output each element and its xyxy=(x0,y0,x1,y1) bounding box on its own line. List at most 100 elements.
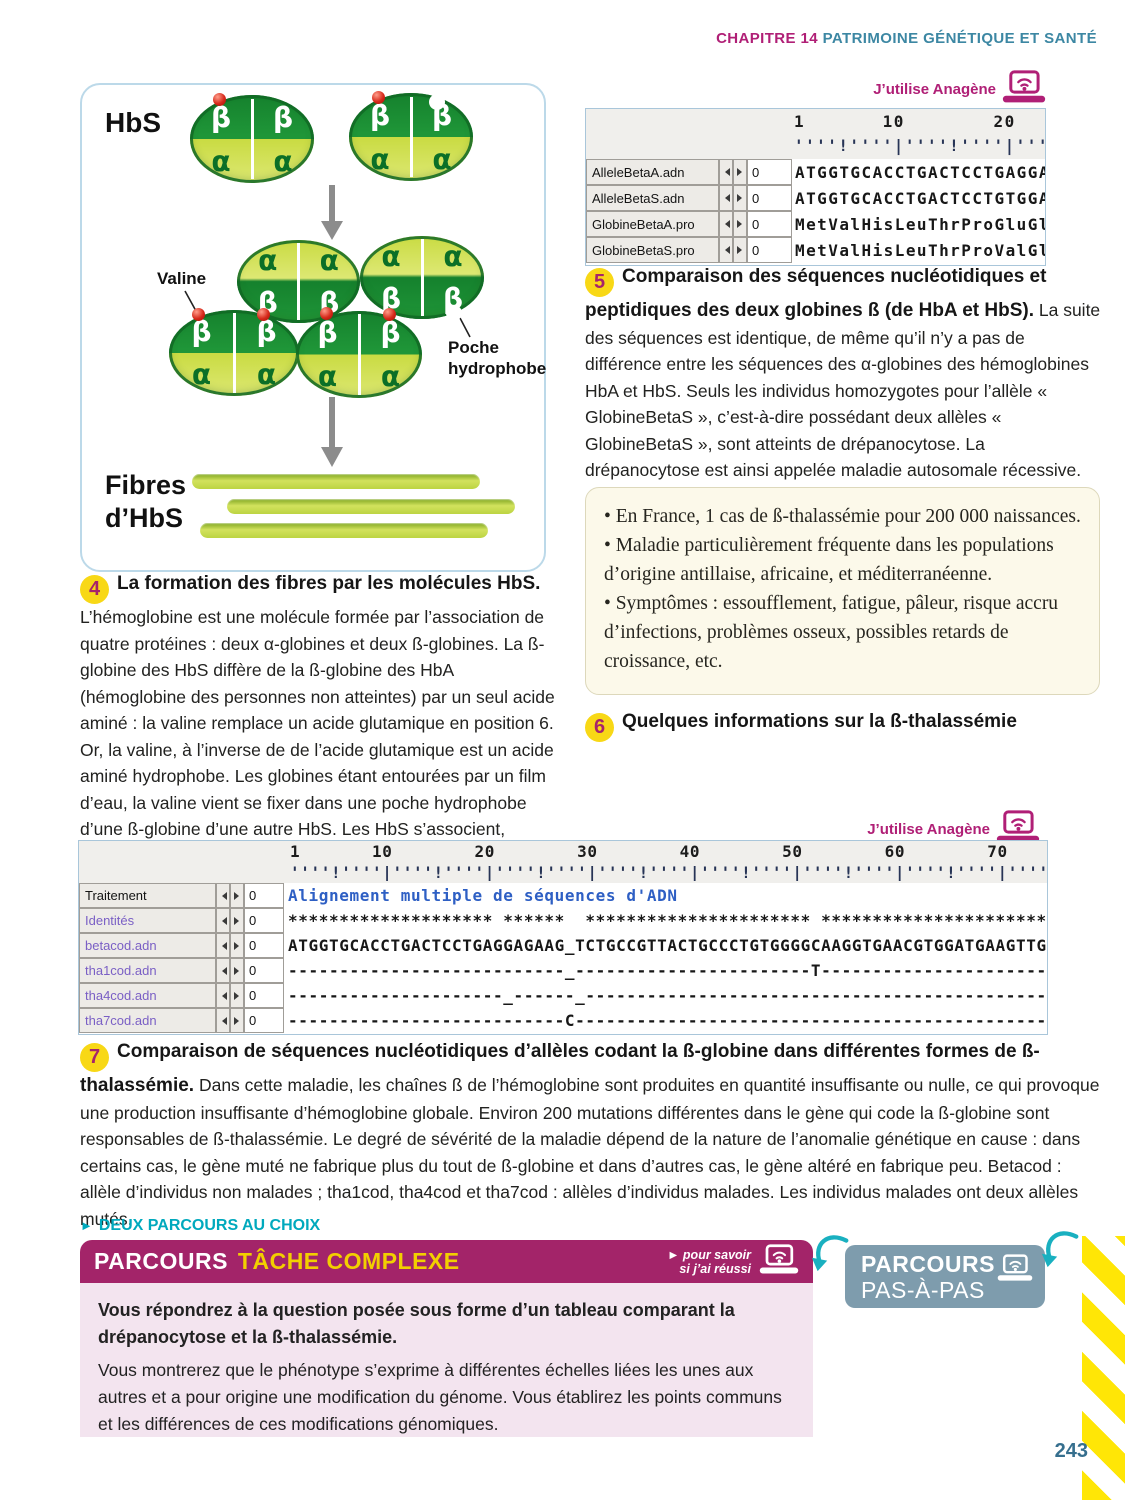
anagene-label: J’utilise Anagène xyxy=(867,821,990,838)
scroll-left-button[interactable] xyxy=(216,933,230,958)
table-row: Traitement 0 Alignement multiple de séqu… xyxy=(79,883,1047,908)
sequence-name-cell[interactable]: GlobineBetaS.pro xyxy=(586,237,719,263)
position-cell[interactable]: 0 xyxy=(747,237,792,263)
right-arrow-icon xyxy=(736,220,746,228)
sequence-name-cell[interactable]: tha4cod.adn xyxy=(79,983,216,1008)
figure7-title: Comparaison de séquences nucléotidiques … xyxy=(80,1041,1040,1096)
scroll-left-button[interactable] xyxy=(719,159,733,185)
figure5-body: La suite des séquences est identique, de… xyxy=(585,300,1101,480)
scroll-left-button[interactable] xyxy=(216,958,230,983)
scroll-right-button[interactable] xyxy=(733,237,747,263)
sequence-name-cell[interactable]: Identités xyxy=(79,908,216,933)
alpha-globin-label: α xyxy=(319,244,339,278)
sequence-name-cell[interactable]: betacod.adn xyxy=(79,933,216,958)
right-arrow-icon xyxy=(233,1016,243,1025)
sequence-text: Alignement multiple de séquences d'ADN xyxy=(284,883,1047,908)
curved-arrow-icon xyxy=(811,1235,849,1272)
table-row: GlobineBetaA.pro 0 MetValHisLeuThrProGlu… xyxy=(586,211,1045,237)
parcours-name: TÂCHE COMPLEXE xyxy=(237,1248,460,1274)
table-row: AlleleBetaS.adn 0 ATGGTGCACCTGACTCCTGTGG… xyxy=(586,185,1045,211)
position-cell[interactable]: 0 xyxy=(747,159,792,185)
beta-globin-label: β xyxy=(317,316,338,350)
ruler-header: 1 10 20 ''''!''''|''''!''''|''' xyxy=(586,109,1047,160)
sequence-name-cell[interactable]: tha7cod.adn xyxy=(79,1008,216,1033)
info-bullet: • Maladie particulièrement fréquente dan… xyxy=(604,535,1054,585)
beta-globin-label: β xyxy=(272,100,294,134)
valine-dot xyxy=(257,308,270,321)
hbs-fibre-bar xyxy=(227,499,515,514)
position-cell[interactable]: 0 xyxy=(747,211,792,237)
alpha-globin-label: α xyxy=(211,144,231,178)
table-row: tha4cod.adn 0 ---------------------_----… xyxy=(79,983,1047,1008)
figure5-caption: 5 Comparaison des séquences nucléotidique… xyxy=(585,263,1103,484)
ruler-numbers: 1 10 20 30 40 50 60 70 xyxy=(290,842,1008,861)
left-arrow-icon xyxy=(218,966,227,975)
hydrophobic-pocket-notch xyxy=(446,305,462,321)
scroll-left-button[interactable] xyxy=(719,211,733,237)
sequence-name-cell[interactable]: GlobineBetaA.pro xyxy=(586,211,719,237)
valine-dot xyxy=(192,308,205,321)
sequence-name-cell[interactable]: AlleleBetaA.adn xyxy=(586,159,719,185)
scroll-left-button[interactable] xyxy=(719,237,733,263)
scroll-right-button[interactable] xyxy=(230,883,244,908)
figure7-caption: 7 Comparaison de séquences nucléotidiques… xyxy=(80,1038,1102,1232)
info-bullet: • En France, 1 cas de ß-thalassémie pour… xyxy=(604,506,1081,527)
left-arrow-icon xyxy=(218,941,227,950)
scroll-left-button[interactable] xyxy=(719,185,733,211)
left-arrow-icon xyxy=(218,991,227,1000)
right-arrow-icon xyxy=(736,168,746,176)
scroll-right-button[interactable] xyxy=(230,933,244,958)
right-arrow-icon xyxy=(233,891,243,900)
savoir-reussi-link[interactable]: ► pour savoir si j’ai réussi xyxy=(667,1248,751,1276)
valine-dot xyxy=(320,307,333,320)
scroll-left-button[interactable] xyxy=(216,883,230,908)
anagene-label: J’utilise Anagène xyxy=(873,81,996,98)
left-arrow-icon xyxy=(721,194,730,202)
position-cell[interactable]: 0 xyxy=(244,883,284,908)
sequence-text: ******************** ****** ************… xyxy=(284,908,1047,933)
right-arrow-icon xyxy=(736,246,746,254)
sequence-name-cell[interactable]: AlleleBetaS.adn xyxy=(586,185,719,211)
fibres-label-line2: d’HbS xyxy=(105,503,183,533)
table-row: AlleleBetaA.adn 0 ATGGTGCACCTGACTCCTGAGG… xyxy=(586,159,1045,185)
right-arrow-icon xyxy=(233,966,243,975)
scroll-right-button[interactable] xyxy=(230,1008,244,1033)
position-cell[interactable]: 0 xyxy=(244,933,284,958)
laptop-wifi-icon[interactable] xyxy=(759,1243,799,1280)
position-cell[interactable]: 0 xyxy=(244,908,284,933)
chapter-title: PATRIMOINE GÉNÉTIQUE ET SANTÉ xyxy=(822,30,1097,47)
position-cell[interactable]: 0 xyxy=(747,185,792,211)
position-cell[interactable]: 0 xyxy=(244,958,284,983)
sequence-name-cell[interactable]: Traitement xyxy=(79,883,216,908)
scroll-left-button[interactable] xyxy=(216,1008,230,1033)
ruler-header: 1 10 20 30 40 50 60 70 ''''!''''|''''!''… xyxy=(79,841,1048,884)
scroll-left-button[interactable] xyxy=(216,983,230,1008)
scroll-right-button[interactable] xyxy=(230,908,244,933)
right-arrow-icon xyxy=(233,916,243,925)
position-cell[interactable]: 0 xyxy=(244,983,284,1008)
parcours-pas-a-pas-button[interactable]: PARCOURS PAS-À-PAS xyxy=(845,1245,1045,1308)
scroll-right-button[interactable] xyxy=(733,185,747,211)
sequence-text: ATGGTGCACCTGACTCCTGAGGAGAAG_TCTGCCGTTACT… xyxy=(284,933,1047,958)
scroll-right-button[interactable] xyxy=(733,159,747,185)
parcours-tache-header: PARCOURS TÂCHE COMPLEXE ► pour savoir si… xyxy=(80,1240,813,1283)
alpha-globin-label: α xyxy=(381,240,401,274)
scroll-right-button[interactable] xyxy=(230,983,244,1008)
laptop-wifi-icon xyxy=(997,1254,1033,1281)
table-row: betacod.adn 0 ATGGTGCACCTGACTCCTGAGGAGAA… xyxy=(79,933,1047,958)
left-arrow-icon xyxy=(721,246,730,254)
arrow-right-icon: ► xyxy=(80,1218,93,1233)
scroll-right-button[interactable] xyxy=(230,958,244,983)
position-cell[interactable]: 0 xyxy=(244,1008,284,1033)
sequence-name-cell[interactable]: tha1cod.adn xyxy=(79,958,216,983)
alpha-globin-label: α xyxy=(432,142,452,176)
chapter-number: CHAPITRE 14 xyxy=(716,30,819,47)
scroll-right-button[interactable] xyxy=(733,211,747,237)
valine-dot xyxy=(213,93,226,106)
scroll-left-button[interactable] xyxy=(216,908,230,933)
